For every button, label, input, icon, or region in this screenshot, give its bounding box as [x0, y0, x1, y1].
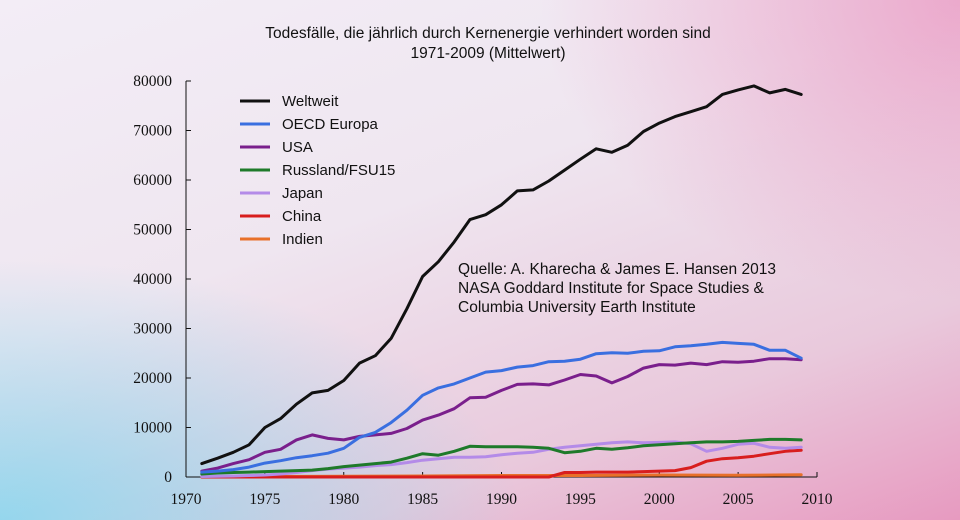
x-tick-label: 2000: [644, 491, 675, 508]
axes: 1970 1975 1980 1985 1990 1995 2000 2005 2010 0 100…: [133, 73, 833, 508]
series-line-weltweit: [200, 84, 803, 466]
y-tick-label: 0: [164, 469, 172, 486]
series-line-oecd-europa: [200, 340, 803, 474]
source-annotation: Quelle: A. Kharecha & James E. Hansen 20…: [458, 261, 776, 316]
legend-label: USA: [282, 139, 313, 156]
legend-label: Russland/FSU15: [282, 162, 395, 179]
x-tick-label: 2005: [723, 491, 754, 508]
legend-label: Weltweit: [282, 93, 339, 110]
x-tick-label: 1995: [565, 491, 596, 508]
y-tick-label: 60000: [133, 172, 172, 189]
legend-label: China: [282, 208, 322, 225]
y-tick-label: 40000: [133, 271, 172, 288]
chart-subtitle: 1971-2009 (Mittelwert): [410, 45, 565, 62]
y-tick-label: 10000: [133, 420, 172, 437]
source-line: Columbia University Earth Institute: [458, 299, 696, 316]
legend-label: Japan: [282, 185, 323, 202]
series-line-china: [200, 448, 803, 479]
legend-label: OECD Europa: [282, 116, 379, 133]
legend: Weltweit OECD Europa USA Russland/FSU15 Japa…: [240, 93, 395, 248]
x-tick-label: 1990: [486, 491, 517, 508]
y-tick-label: 30000: [133, 321, 172, 338]
source-line: Quelle: A. Kharecha & James E. Hansen 20…: [458, 261, 776, 278]
series-line-usa: [200, 357, 803, 473]
y-tick-label: 20000: [133, 370, 172, 387]
series-layer: [200, 84, 803, 479]
x-tick-label: 1970: [171, 491, 202, 508]
y-tick-label: 50000: [133, 222, 172, 239]
y-tick-label: 80000: [133, 73, 172, 90]
legend-label: Indien: [282, 231, 323, 248]
x-tick-label: 1980: [328, 491, 359, 508]
series-line-russland-fsu15: [200, 437, 803, 476]
chart-title: Todesfälle, die jährlich durch Kernenerg…: [265, 25, 710, 42]
source-line: NASA Goddard Institute for Space Studies…: [458, 280, 765, 297]
x-tick-label: 1975: [249, 491, 280, 508]
x-tick-label: 2010: [802, 491, 833, 508]
x-tick-label: 1985: [407, 491, 438, 508]
y-tick-label: 70000: [133, 123, 172, 140]
